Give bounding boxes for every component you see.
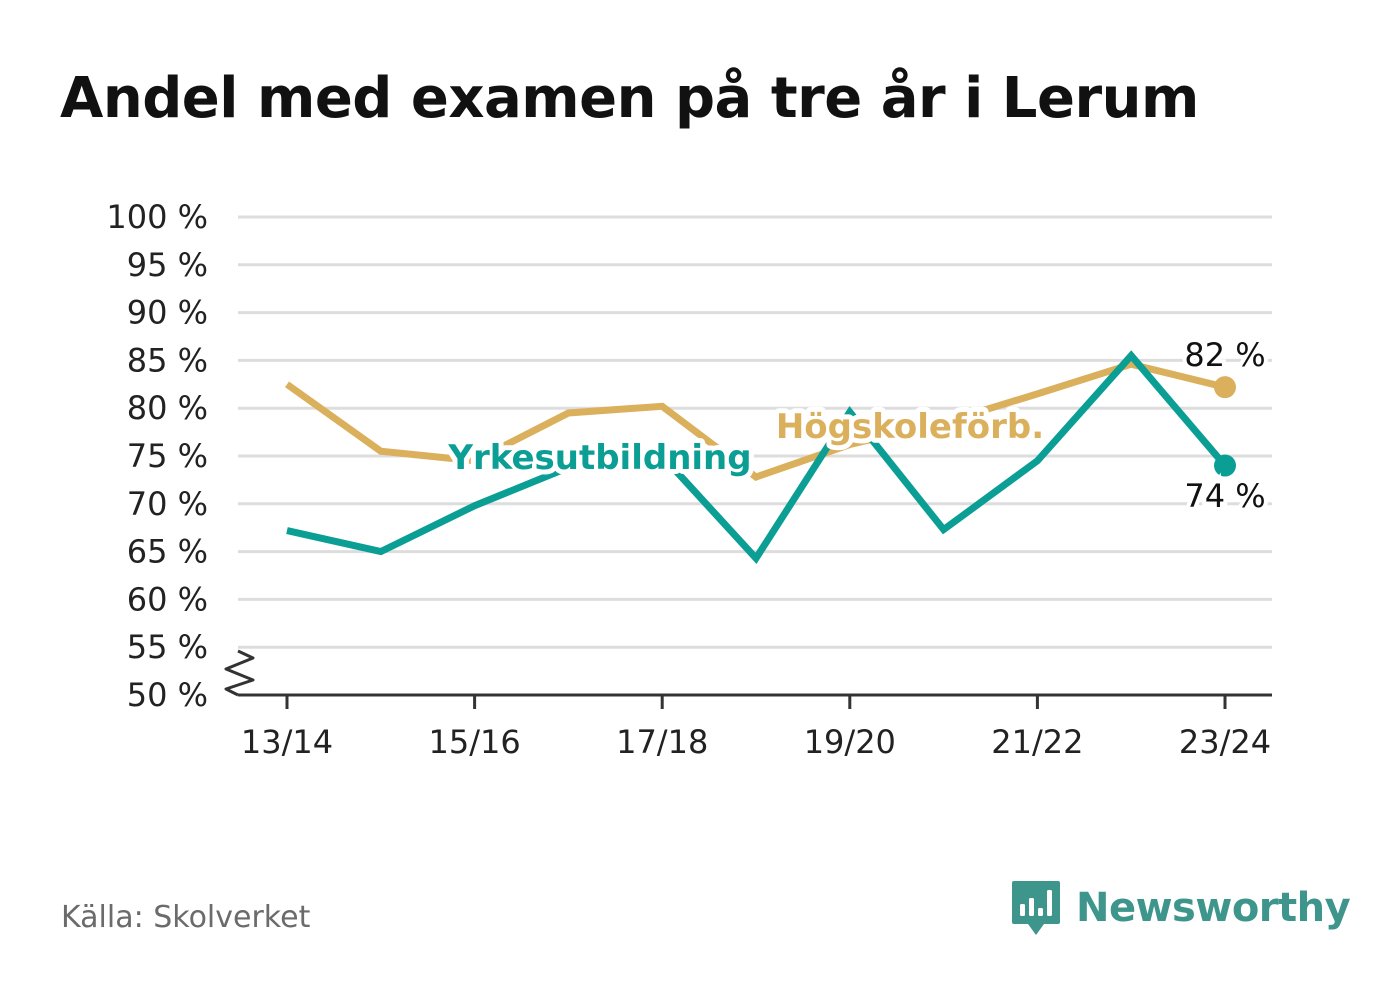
- series-label-hogskoleforb: Högskoleförb.: [776, 407, 1044, 447]
- series-end-point: [1214, 376, 1236, 399]
- x-axis: 13/14 15/16 17/18 19/20 21/22 23/24: [238, 693, 1272, 761]
- newsworthy-logo-icon: [1012, 881, 1060, 935]
- end-value-label-yrkesutbildning: 74 %: [1184, 477, 1265, 515]
- x-tick-label: 19/20: [804, 723, 896, 761]
- series-line-yrkesutbildning: [286, 350, 1228, 565]
- end-value-label-hogskoleforb: 82 %: [1184, 336, 1265, 374]
- series-line-hogskoleforb: [284, 360, 1226, 481]
- y-tick-label: 95 %: [127, 246, 208, 284]
- y-axis-ticks: 100 % 95 % 90 % 85 % 80 % 75 % 70 % 65 % 60 % 55 …: [106, 198, 255, 714]
- series-lines: [284, 350, 1236, 565]
- x-tick-label: 23/24: [1179, 723, 1271, 761]
- chart-title: Andel med examen på tre år i Lerum: [60, 66, 1199, 131]
- y-tick-label: 70 %: [127, 485, 208, 523]
- y-tick-label: 85 %: [127, 341, 208, 379]
- y-tick-label: 90 %: [127, 294, 208, 332]
- y-tick-label: 80 %: [127, 389, 208, 427]
- y-tick-label: 100 %: [106, 198, 208, 236]
- source-note: Källa: Skolverket: [61, 900, 311, 935]
- series-label-yrkesutbildning: Yrkesutbildning: [447, 438, 751, 478]
- y-tick-label: 75 %: [127, 437, 208, 475]
- grid-lines: [238, 215, 1272, 649]
- y-tick-label: 55 %: [127, 628, 208, 666]
- series-labels: Högskoleförb. Yrkesutbildning 82 % 74 %: [442, 332, 1269, 519]
- x-tick-label: 15/16: [428, 723, 520, 761]
- axis-break-icon: [224, 649, 255, 697]
- x-tick-label: 21/22: [991, 723, 1083, 761]
- newsworthy-logo-text: Newsworthy: [1076, 885, 1351, 931]
- newsworthy-logo: Newsworthy: [1010, 878, 1351, 938]
- x-tick-label: 17/18: [616, 723, 708, 761]
- y-tick-label: 65 %: [127, 533, 208, 571]
- y-tick-label: 50 %: [127, 676, 208, 714]
- series-end-point: [1214, 454, 1236, 477]
- y-tick-label: 60 %: [127, 580, 208, 618]
- x-tick-label: 13/14: [241, 723, 333, 761]
